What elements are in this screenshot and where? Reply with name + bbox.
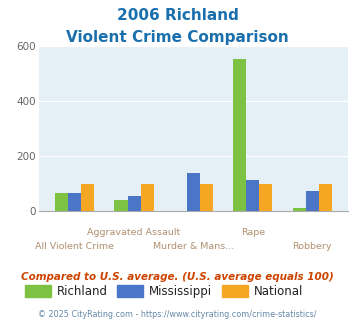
Text: Murder & Mans...: Murder & Mans... xyxy=(153,242,234,251)
Bar xyxy=(55,193,68,211)
Bar xyxy=(260,184,273,211)
Text: 2006 Richland: 2006 Richland xyxy=(116,8,239,23)
Bar xyxy=(306,190,319,211)
Text: Aggravated Assault: Aggravated Assault xyxy=(87,228,181,237)
Text: All Violent Crime: All Violent Crime xyxy=(35,242,114,251)
Text: Compared to U.S. average. (U.S. average equals 100): Compared to U.S. average. (U.S. average … xyxy=(21,272,334,282)
Bar xyxy=(246,180,260,211)
Bar xyxy=(187,173,200,211)
Bar xyxy=(293,208,306,211)
Bar xyxy=(68,192,81,211)
Bar xyxy=(141,184,154,211)
Legend: Richland, Mississippi, National: Richland, Mississippi, National xyxy=(20,280,308,303)
Bar xyxy=(319,184,332,211)
Bar xyxy=(127,196,141,211)
Bar xyxy=(200,184,213,211)
Bar xyxy=(81,184,94,211)
Bar xyxy=(114,200,127,211)
Text: Robbery: Robbery xyxy=(293,242,332,251)
Text: Rape: Rape xyxy=(241,228,265,237)
Bar xyxy=(233,59,246,211)
Text: Violent Crime Comparison: Violent Crime Comparison xyxy=(66,30,289,45)
Text: © 2025 CityRating.com - https://www.cityrating.com/crime-statistics/: © 2025 CityRating.com - https://www.city… xyxy=(38,310,317,319)
